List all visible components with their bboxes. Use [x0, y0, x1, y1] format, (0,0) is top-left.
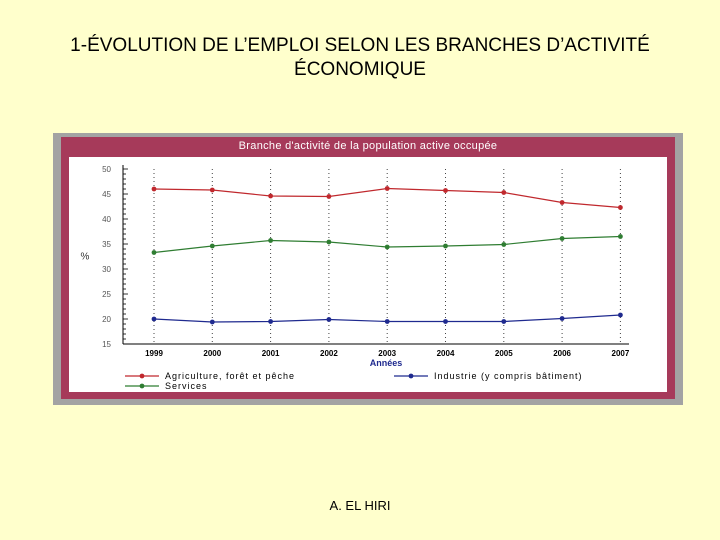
data-point: [618, 312, 623, 318]
chart-panel: Branche d'activité de la population acti…: [61, 137, 675, 399]
x-tick-label: 2007: [612, 349, 630, 358]
legend-label: Services: [165, 381, 208, 391]
data-point: [618, 234, 623, 239]
data-point: [443, 243, 448, 249]
x-tick-label: 2004: [437, 349, 455, 358]
data-point: [268, 238, 273, 243]
data-point: [151, 316, 157, 322]
x-tick-label: 2001: [262, 349, 280, 358]
y-tick-label: 35: [102, 240, 111, 249]
data-point: [443, 188, 448, 193]
data-point: [618, 205, 623, 210]
data-point: [326, 239, 332, 245]
y-tick-label: 25: [102, 290, 111, 299]
y-tick-label: 20: [102, 315, 111, 324]
data-point: [559, 236, 565, 241]
legend-label: Industrie (y compris bâtiment): [434, 371, 583, 381]
data-point: [384, 244, 390, 250]
data-point: [501, 319, 507, 324]
x-tick-label: 2005: [495, 349, 513, 358]
x-tick-label: 2006: [553, 349, 571, 358]
y-tick-label: 40: [102, 215, 111, 224]
legend-swatch-marker: [139, 383, 145, 389]
y-tick-label: 15: [102, 340, 111, 349]
y-axis-label: %: [81, 252, 90, 263]
chart-frame: Branche d'activité de la population acti…: [53, 133, 683, 405]
data-point: [384, 186, 390, 191]
legend-swatch-marker: [408, 373, 414, 379]
slide-title: 1-ÉVOLUTION DE L’EMPLOI SELON LES BRANCH…: [20, 34, 700, 82]
data-point: [268, 319, 273, 324]
chart-plot-background: 15 20 25 30 35 40 45 50% 1999 2000 2001 2002 2003 200…: [69, 157, 667, 392]
series-line: [153, 235, 621, 254]
x-tick-label: 2003: [378, 349, 396, 358]
slide-title-line-1: 1-ÉVOLUTION DE L’EMPLOI SELON LES BRANCH…: [70, 35, 650, 56]
line-chart: 15 20 25 30 35 40 45 50% 1999 2000 2001 2002 2003 200…: [81, 165, 630, 391]
data-point: [559, 316, 565, 321]
y-tick-label: 50: [102, 165, 111, 174]
data-point: [501, 242, 507, 247]
slide-title-line-2: ÉCONOMIQUE: [294, 59, 426, 80]
data-point: [326, 194, 332, 199]
data-point: [209, 243, 215, 249]
x-tick-label: 2002: [320, 349, 338, 358]
data-point: [209, 187, 215, 193]
data-point: [501, 190, 507, 195]
author-footer: A. EL HIRI: [329, 498, 391, 513]
x-tick-label: 1999: [145, 349, 163, 358]
data-point: [209, 319, 215, 325]
data-point: [151, 186, 157, 192]
x-tick-label: 2000: [203, 349, 221, 358]
data-point: [384, 319, 390, 324]
data-point: [443, 319, 448, 324]
chart-title: Branche d'activité de la population acti…: [238, 140, 498, 152]
data-point: [559, 200, 565, 205]
data-point: [268, 193, 273, 199]
legend-swatch-marker: [139, 373, 145, 379]
data-point: [326, 317, 332, 322]
y-tick-label: 45: [102, 190, 111, 199]
y-tick-label: 30: [102, 265, 111, 274]
data-point: [151, 250, 157, 255]
legend-label: Agriculture, forêt et pêche: [165, 371, 295, 381]
x-axis-label: Années: [370, 358, 403, 368]
